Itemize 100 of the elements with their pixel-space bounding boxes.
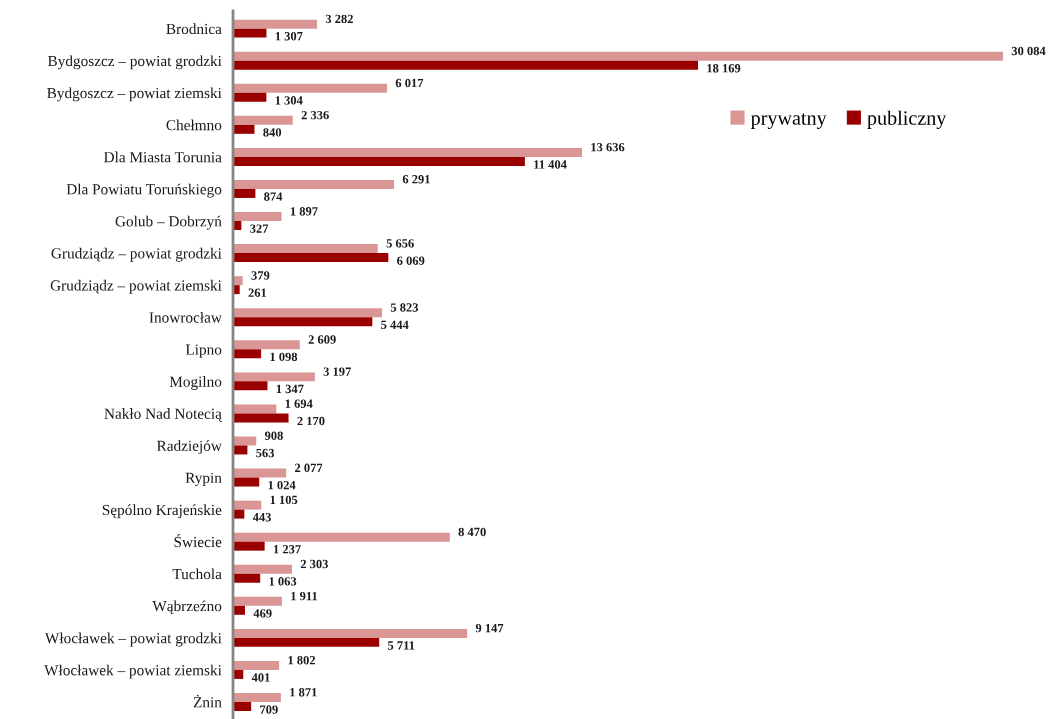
data-label: 2 170 <box>297 416 325 426</box>
data-label: 5 711 <box>388 641 415 650</box>
bar <box>233 212 282 222</box>
bar <box>233 596 282 606</box>
bar <box>233 381 268 391</box>
data-label: 840 <box>263 128 282 137</box>
bar <box>233 253 389 263</box>
y-tick-label: Świecie <box>174 533 222 548</box>
data-label: 1 897 <box>290 207 318 216</box>
y-tick-label: Lipno <box>185 344 222 358</box>
data-label: 2 336 <box>301 110 329 120</box>
data-label: 874 <box>264 192 283 201</box>
bar <box>233 468 287 478</box>
y-tick-label: Dla Miasta Torunia <box>104 151 222 163</box>
data-label: 13 636 <box>591 142 625 152</box>
data-label: 379 <box>251 271 270 280</box>
data-label: 1 871 <box>290 688 317 697</box>
data-label: 709 <box>260 705 278 714</box>
bar <box>233 477 260 487</box>
bar <box>233 156 525 166</box>
bar <box>233 500 262 510</box>
y-tick-label: Brodnica <box>166 23 222 35</box>
y-tick-label: Golub – Dobrzyń <box>115 215 222 230</box>
bar <box>233 285 240 295</box>
data-label: 30 084 <box>1011 46 1046 56</box>
bar <box>233 308 383 318</box>
legend-label: prywatny <box>750 113 827 129</box>
bar <box>233 115 293 125</box>
bar <box>233 573 261 583</box>
bar <box>233 532 450 542</box>
bar <box>233 693 281 703</box>
legend-label: publiczny <box>867 110 947 129</box>
bar <box>233 28 267 38</box>
bar <box>233 147 583 157</box>
data-label: 2 303 <box>300 559 328 569</box>
data-label: 6 069 <box>397 256 425 265</box>
bar <box>233 637 380 647</box>
data-label: 908 <box>264 431 283 440</box>
data-label: 443 <box>252 513 271 522</box>
y-tick-label: Tuchola <box>172 568 222 580</box>
data-label: 1 802 <box>288 655 316 665</box>
bar <box>233 564 292 574</box>
data-label: 401 <box>251 673 270 682</box>
bar <box>233 702 252 711</box>
bar <box>233 179 395 189</box>
data-label: 469 <box>253 609 272 618</box>
y-tick-label: Wąbrzeźno <box>152 600 222 615</box>
data-label: 1 911 <box>291 591 318 601</box>
bar <box>233 445 248 455</box>
bar <box>233 605 245 615</box>
y-tick-label: Bydgoszcz – powiat ziemski <box>47 87 222 102</box>
data-label: 5 656 <box>386 239 414 248</box>
data-label: 2 077 <box>295 463 323 473</box>
y-tick-label: Grudziądz – powiat grodzki <box>51 247 222 262</box>
bar <box>233 413 289 423</box>
bar <box>233 404 277 414</box>
y-tick-label: Żnin <box>193 694 222 708</box>
data-label: 1 347 <box>276 384 304 394</box>
y-tick-label: Włocławek – powiat grodzki <box>44 632 222 647</box>
data-label: 11 404 <box>534 160 567 169</box>
data-label: 6 017 <box>395 78 424 88</box>
y-tick-label: Nakło Nad Notecią <box>104 408 223 422</box>
bar <box>233 92 267 102</box>
bar <box>233 372 315 382</box>
y-tick-label: Rypin <box>185 472 222 487</box>
y-tick-label: Sępólno Krajeńskie <box>102 504 222 519</box>
bar <box>233 541 265 551</box>
data-label: 6 291 <box>402 175 430 184</box>
y-tick-label: Grudziądz – powiat ziemski <box>50 279 222 294</box>
data-label: 3 197 <box>323 367 351 376</box>
y-tick-label: Chełmno <box>166 119 222 131</box>
y-tick-label: Mogilno <box>169 376 222 390</box>
data-label: 1 694 <box>285 399 313 408</box>
y-tick-label: Bydgoszcz – powiat grodzki <box>47 55 222 70</box>
bar <box>233 340 300 350</box>
y-tick-label: Włocławek – powiat ziemski <box>44 664 222 679</box>
data-label: 8 470 <box>458 527 486 537</box>
bar <box>233 244 378 254</box>
data-label: 327 <box>250 224 269 233</box>
data-label: 2 609 <box>308 335 336 344</box>
data-label: 1 098 <box>270 352 298 362</box>
data-label: 1 307 <box>275 31 303 41</box>
y-tick-label: Inowrocław <box>149 311 222 323</box>
data-label: 1 024 <box>268 480 296 490</box>
bar <box>233 660 280 670</box>
bar <box>233 276 243 286</box>
data-label: 261 <box>248 288 267 297</box>
y-tick-label: Radziejów <box>156 440 222 455</box>
data-label: 563 <box>256 448 275 458</box>
data-label: 9 147 <box>475 623 504 633</box>
bar <box>233 317 373 327</box>
data-label: 1 063 <box>269 577 297 586</box>
data-label: 1 304 <box>275 96 303 105</box>
bar <box>233 349 262 359</box>
data-label: 5 823 <box>390 303 419 312</box>
data-label: 1 105 <box>270 495 298 505</box>
bar <box>233 51 1003 61</box>
data-label: 1 237 <box>274 545 301 554</box>
bar <box>233 628 468 638</box>
y-tick-label: Dla Powiatu Toruńskiego <box>66 183 222 198</box>
